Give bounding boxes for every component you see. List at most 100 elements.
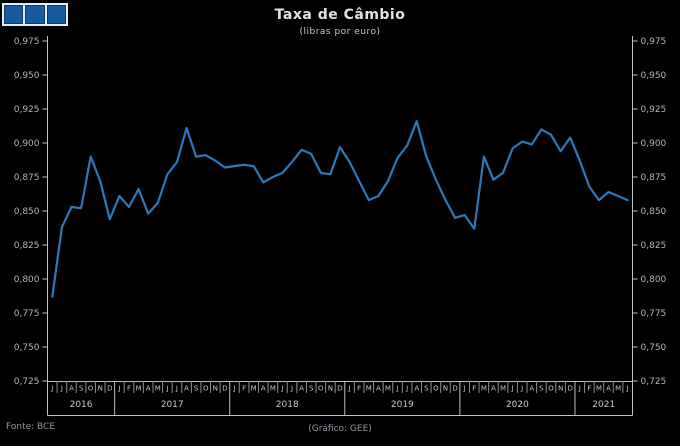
y-tick-label-left: 0,850 <box>14 207 40 217</box>
y-tick-label-left: 0,900 <box>14 139 40 149</box>
chart-subtitle: (libras por euro) <box>299 27 381 37</box>
y-tick-label-left: 0,775 <box>14 309 40 319</box>
y-tick-label-right: 0,775 <box>641 309 667 319</box>
x-axis-month-label: O <box>203 385 209 393</box>
x-axis-month-label: J <box>626 385 629 393</box>
x-axis-month-label: D <box>567 385 572 393</box>
x-axis-year-label: 2021 <box>592 400 615 410</box>
source-note: Fonte: BCE <box>6 422 56 432</box>
credit-note: (Gráfico: GEE) <box>308 424 372 434</box>
x-axis-month-label: A <box>146 385 151 393</box>
x-axis-month-label: J <box>348 385 351 393</box>
x-axis-month-label: N <box>328 385 333 393</box>
y-tick-label-right: 0,725 <box>641 377 667 387</box>
x-axis-month-label: N <box>558 385 563 393</box>
x-axis-month-label: S <box>309 385 314 393</box>
x-axis-month-label: S <box>539 385 544 393</box>
y-tick-label-right: 0,875 <box>641 173 667 183</box>
x-axis-month-label: F <box>587 385 591 393</box>
x-axis-month-label: N <box>443 385 448 393</box>
x-axis-year-label: 2019 <box>391 400 414 410</box>
x-axis-month-label: A <box>69 385 74 393</box>
x-axis-month-label: J <box>117 385 120 393</box>
y-tick-label-right: 0,800 <box>641 275 667 285</box>
y-tick-label-right: 0,975 <box>641 37 667 47</box>
y-tick-label-left: 0,925 <box>14 105 40 115</box>
x-axis-month-label: O <box>433 385 439 393</box>
x-axis-month-label: J <box>396 385 399 393</box>
x-axis-month-label: A <box>376 385 381 393</box>
x-axis-month-label: J <box>578 385 581 393</box>
x-axis-month-label: N <box>213 385 218 393</box>
x-axis-month-label: M <box>500 385 506 393</box>
y-tick-label-right: 0,925 <box>641 105 667 115</box>
x-axis-month-label: D <box>452 385 457 393</box>
y-tick-label-right: 0,900 <box>641 139 667 149</box>
x-axis-month-label: D <box>107 385 112 393</box>
x-axis-month-label: J <box>175 385 178 393</box>
x-axis-year-label: 2017 <box>161 400 184 410</box>
x-axis-month-label: A <box>606 385 611 393</box>
x-axis-year-label: 2020 <box>506 400 529 410</box>
x-axis-month-label: J <box>232 385 235 393</box>
x-axis-year-label: 2016 <box>70 400 93 410</box>
y-tick-label-left: 0,800 <box>14 275 40 285</box>
x-axis-month-label: A <box>414 385 419 393</box>
y-tick-label-left: 0,975 <box>14 37 40 47</box>
x-axis-month-label: J <box>520 385 523 393</box>
y-tick-label-left: 0,950 <box>14 71 40 81</box>
x-axis-month-label: N <box>98 385 103 393</box>
x-axis-month-label: S <box>424 385 429 393</box>
x-axis-month-label: M <box>155 385 161 393</box>
logo-square <box>25 5 45 24</box>
x-axis-month-label: J <box>511 385 514 393</box>
x-axis-month-label: O <box>548 385 554 393</box>
x-axis-month-label: J <box>50 385 53 393</box>
x-axis-month-label: D <box>337 385 342 393</box>
x-axis-month-label: M <box>385 385 391 393</box>
x-axis-month-label: J <box>165 385 168 393</box>
x-axis-month-label: O <box>88 385 94 393</box>
x-axis-month-label: J <box>405 385 408 393</box>
x-axis-month-label: A <box>184 385 189 393</box>
y-tick-label-right: 0,850 <box>641 207 667 217</box>
x-axis-month-label: O <box>318 385 324 393</box>
y-tick-label-left: 0,750 <box>14 343 40 353</box>
y-tick-label-right: 0,750 <box>641 343 667 353</box>
x-axis-month-label: M <box>251 385 257 393</box>
x-axis-month-label: D <box>222 385 227 393</box>
y-tick-label-left: 0,725 <box>14 377 40 387</box>
chart-title: Taxa de Câmbio <box>274 7 406 23</box>
x-axis-month-label: J <box>463 385 466 393</box>
x-axis-month-label: M <box>481 385 487 393</box>
y-tick-label-left: 0,825 <box>14 241 40 251</box>
x-axis-month-label: A <box>299 385 304 393</box>
x-axis-month-label: M <box>366 385 372 393</box>
logo-square <box>4 5 24 24</box>
x-axis-month-label: M <box>270 385 276 393</box>
y-tick-label-right: 0,950 <box>641 71 667 81</box>
x-axis-year-label: 2018 <box>276 400 299 410</box>
x-axis-month-label: A <box>261 385 266 393</box>
x-axis-month-label: J <box>290 385 293 393</box>
y-tick-label-left: 0,875 <box>14 173 40 183</box>
x-axis-month-label: F <box>127 385 131 393</box>
logo-square <box>46 5 66 24</box>
x-axis-month-label: A <box>529 385 534 393</box>
x-axis-month-label: M <box>596 385 602 393</box>
y-tick-label-right: 0,825 <box>641 241 667 251</box>
exchange-rate-series-line <box>51 120 629 298</box>
x-axis-month-label: M <box>136 385 142 393</box>
x-axis-month-label: J <box>280 385 283 393</box>
x-axis-month-label: A <box>491 385 496 393</box>
three-squares-logo <box>2 3 68 26</box>
x-axis-month-label: S <box>194 385 199 393</box>
x-axis-month-label: F <box>242 385 246 393</box>
x-axis-month-label: S <box>79 385 84 393</box>
x-axis-month-label: J <box>60 385 63 393</box>
x-axis-month-label: F <box>472 385 476 393</box>
x-axis-month-label: M <box>615 385 621 393</box>
x-axis-month-label: F <box>357 385 361 393</box>
